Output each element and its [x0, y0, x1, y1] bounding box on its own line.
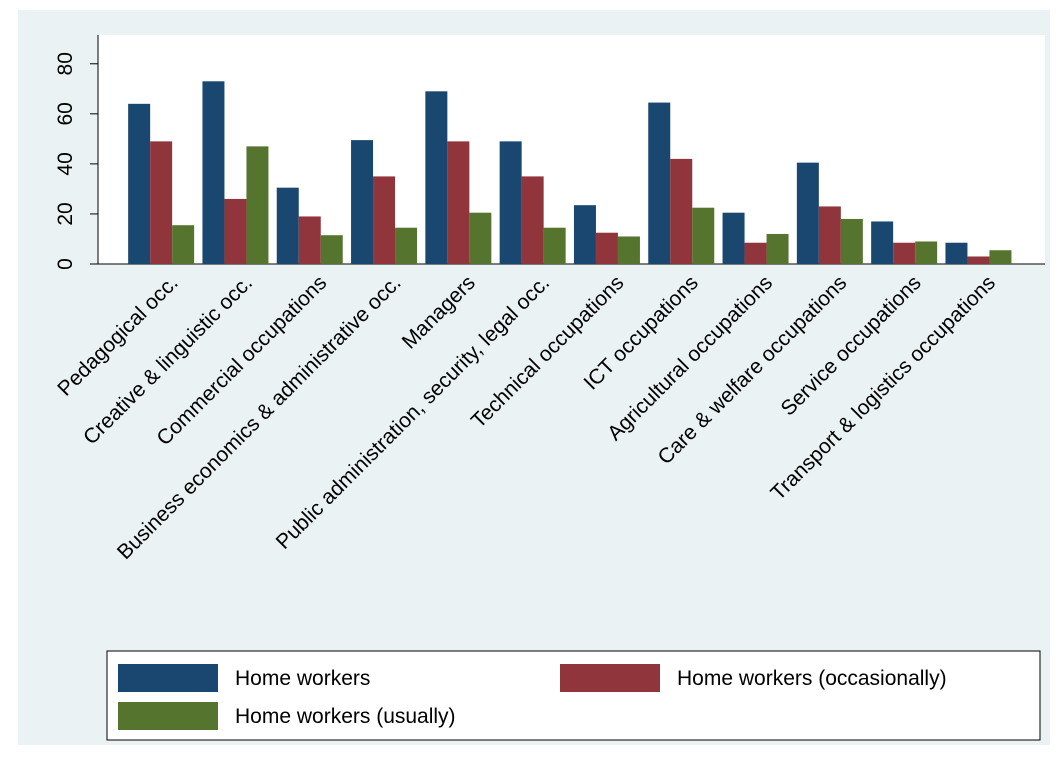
- bar: [469, 212, 492, 264]
- bar: [766, 233, 789, 264]
- bar: [840, 218, 863, 264]
- bar: [276, 187, 299, 264]
- bar: [395, 227, 418, 264]
- legend-label: Home workers: [235, 667, 370, 690]
- bar: [617, 236, 640, 264]
- bar: [670, 158, 693, 264]
- bar: [128, 103, 151, 264]
- bar: [692, 207, 715, 264]
- bar: [818, 206, 841, 264]
- bar: [224, 198, 247, 264]
- y-tick-label: 60: [54, 102, 77, 125]
- bar: [172, 225, 195, 264]
- bar: [573, 205, 596, 264]
- y-tick-label: 40: [54, 152, 77, 175]
- bar: [744, 242, 767, 264]
- bar: [595, 232, 618, 264]
- bar: [298, 216, 321, 264]
- y-tick-label: 20: [54, 202, 77, 225]
- bar: [320, 235, 343, 264]
- bar: [796, 162, 819, 264]
- y-tick-label: 0: [54, 258, 77, 270]
- bar: [425, 91, 448, 264]
- legend-swatch: [118, 664, 218, 692]
- legend-label: Home workers (occasionally): [677, 667, 947, 690]
- bar: [543, 227, 566, 264]
- legend-swatch: [118, 702, 218, 730]
- bar: [246, 146, 269, 264]
- bar: [871, 221, 894, 264]
- bar: [893, 242, 916, 264]
- bar: [150, 141, 173, 264]
- bar: [351, 140, 374, 264]
- bar: [447, 141, 470, 264]
- bar: [648, 102, 671, 265]
- bar: [722, 212, 745, 264]
- bar: [521, 176, 544, 264]
- bar: [915, 241, 938, 264]
- bar: [202, 81, 225, 265]
- bar: [373, 176, 396, 264]
- legend-label: Home workers (usually): [235, 705, 456, 728]
- y-tick-label: 80: [54, 52, 77, 75]
- bar: [967, 256, 990, 264]
- bar: [989, 250, 1012, 264]
- bar: [499, 141, 522, 264]
- bar: [945, 242, 968, 264]
- legend-swatch: [560, 664, 660, 692]
